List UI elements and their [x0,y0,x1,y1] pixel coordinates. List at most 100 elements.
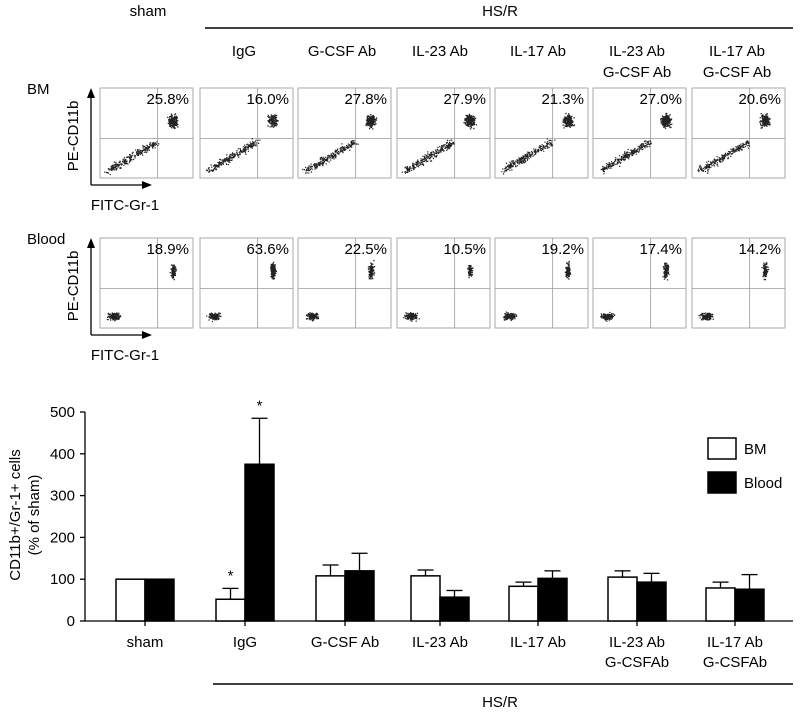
y-tick-label: 400 [50,446,75,463]
bar-blood [244,463,275,622]
group-header-line1: G-CSF Ab [308,43,376,60]
y-axis-title: PE-CD11b [65,101,82,172]
scatter-points [305,259,376,322]
group-header-line1: IL-17 Ab [709,43,765,60]
significance-marker: * [257,397,263,414]
flow-panel: 17.4% [592,237,687,329]
x-tick-label: IL-17 Ab [510,634,566,651]
bar-blood [344,570,375,622]
y-axis-label-line2: (% of sham) [26,475,43,556]
y-tick-label: 300 [50,488,75,505]
x-tick-label: G-CSF Ab [311,634,379,651]
group-header-line2: G-CSF Ab [603,64,671,81]
gate-percentage: 27.9% [443,91,486,108]
flow-panel: 16.0% [199,87,294,179]
gate-percentage: 22.5% [344,241,387,258]
y-tick-label: 0 [67,613,75,630]
bar-bm [215,598,246,622]
x-tick-label: IgG [233,634,257,651]
legend-label-blood: Blood [744,475,782,492]
scatter-points [503,260,572,322]
legend-swatch-blood [707,471,737,494]
legend-label-bm: BM [744,441,767,458]
legend-swatch-bm [707,437,737,460]
hsr-header-top: HS/R [482,3,518,20]
y-tick-label: 200 [50,529,75,546]
row-label: BM [27,81,50,98]
y-axis-arrowhead [87,88,95,98]
group-headers: IgG G-CSF Ab IL-23 Ab IL-17 Ab IL-23 Ab G-CSF… [232,43,771,81]
scatter-points [698,262,769,321]
gate-percentage: 27.0% [639,91,682,108]
gate-percentage: 14.2% [738,241,781,258]
panel-frame [297,237,392,329]
bar-blood [636,581,667,622]
x-tick-label: sham [127,634,164,651]
panel-frame [592,237,687,329]
flow-panel: 18.9% [99,237,194,329]
flow-panel: 27.0% [592,87,687,179]
gate-percentage: 10.5% [443,241,486,258]
x-tick-label-line2: G-CSFAb [703,654,767,671]
scatter-points [403,264,474,322]
y-tick-label: 500 [50,404,75,421]
scatter-points [106,264,178,322]
gate-percentage: 20.6% [738,91,781,108]
scatter-points [697,113,771,174]
scatter-points [600,112,673,175]
scatter-points [600,262,670,322]
row-label: Blood [27,231,65,248]
panel-frame [691,87,786,179]
flow-panel: 21.3% [494,87,589,179]
flow-panel: 20.6% [691,87,786,179]
flow-panel: 27.9% [396,87,491,179]
panel-frame [297,87,392,179]
x-axis-arrowhead [142,331,152,339]
panel-frame [99,237,194,329]
x-axis-title: FITC-Gr-1 [91,197,159,214]
x-axis-labels: sham IgG G-CSF Ab IL-23 Ab IL-17 Ab IL-23 Ab G… [127,621,767,671]
y-axis-label-line1: CD11b+/Gr-1+ cells [7,449,24,580]
flow-panel: 27.8% [297,87,392,179]
y-tick-label: 100 [50,571,75,588]
flow-panel: 22.5% [297,237,392,329]
bar-blood [537,577,568,622]
flow-panel: 63.6% [199,237,294,329]
group-header-line1: IL-17 Ab [510,43,566,60]
bar-chart: CD11b+/Gr-1+ cells (% of sham) 0 100 200 30… [7,397,793,711]
bar-bm [115,578,146,622]
gate-percentage: 19.2% [541,241,584,258]
group-header-line1: IgG [232,43,256,60]
x-tick-label-line2: G-CSFAb [605,654,669,671]
gate-percentage: 21.3% [541,91,584,108]
flow-panel: 25.8% [99,87,194,179]
bar-bm [315,575,346,622]
scatter-points [501,112,576,175]
bar-bm [705,587,736,622]
flow-panel: 19.2% [494,237,589,329]
panel-frame [592,87,687,179]
legend: BM Blood [707,437,782,494]
gate-percentage: 25.8% [146,91,189,108]
gate-percentage: 27.8% [344,91,387,108]
x-tick-label: IL-23 Ab [412,634,468,651]
sham-header: sham [130,3,167,20]
x-axis-title: FITC-Gr-1 [91,347,159,364]
significance-marker: * [228,567,234,584]
gate-percentage: 17.4% [639,241,682,258]
scatter-points [206,261,277,323]
gate-percentage: 18.9% [146,241,189,258]
scatter-points [104,113,179,176]
bar-bm [508,585,539,622]
group-header-line2: G-CSF Ab [703,64,771,81]
panel-frame [199,87,294,179]
flow-panel: 10.5% [396,237,491,329]
x-tick-label: IL-17 Ab [707,634,763,651]
bar-bm [410,575,441,622]
gate-percentage: 16.0% [246,91,289,108]
hsr-label-bottom: HS/R [482,694,518,711]
y-axis-arrowhead [87,238,95,248]
group-header-line1: IL-23 Ab [412,43,468,60]
x-tick-label: IL-23 Ab [609,634,665,651]
